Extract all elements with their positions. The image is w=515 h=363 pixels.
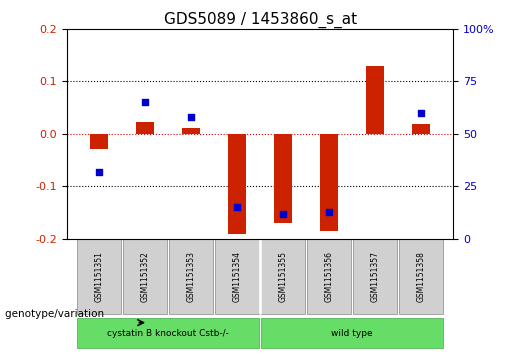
Point bbox=[141, 99, 149, 105]
Text: GSM1151354: GSM1151354 bbox=[233, 251, 242, 302]
Bar bbox=[228, 134, 246, 233]
Text: GSM1151353: GSM1151353 bbox=[186, 251, 196, 302]
Point bbox=[233, 204, 241, 210]
Text: GSM1151351: GSM1151351 bbox=[95, 251, 104, 302]
Point bbox=[325, 209, 333, 215]
Text: GSM1151356: GSM1151356 bbox=[324, 251, 334, 302]
Bar bbox=[136, 122, 154, 134]
Text: genotype/variation: genotype/variation bbox=[5, 309, 108, 319]
FancyBboxPatch shape bbox=[261, 318, 443, 348]
Point bbox=[187, 114, 195, 120]
FancyBboxPatch shape bbox=[123, 239, 167, 314]
Bar bbox=[366, 66, 384, 134]
Text: GSM1151358: GSM1151358 bbox=[417, 251, 425, 302]
Point bbox=[417, 110, 425, 116]
Text: GSM1151357: GSM1151357 bbox=[370, 251, 380, 302]
FancyBboxPatch shape bbox=[215, 239, 259, 314]
FancyBboxPatch shape bbox=[353, 239, 397, 314]
FancyBboxPatch shape bbox=[307, 239, 351, 314]
Bar bbox=[90, 134, 108, 148]
Bar bbox=[412, 125, 430, 134]
FancyBboxPatch shape bbox=[169, 239, 213, 314]
Bar bbox=[320, 134, 338, 231]
Point bbox=[95, 169, 103, 175]
Text: GSM1151355: GSM1151355 bbox=[279, 251, 287, 302]
Point bbox=[279, 211, 287, 217]
Text: cystatin B knockout Cstb-/-: cystatin B knockout Cstb-/- bbox=[107, 329, 229, 338]
Bar bbox=[182, 128, 200, 134]
Text: wild type: wild type bbox=[331, 329, 373, 338]
FancyBboxPatch shape bbox=[77, 239, 121, 314]
Bar bbox=[274, 134, 293, 223]
FancyBboxPatch shape bbox=[261, 239, 305, 314]
Text: GSM1151352: GSM1151352 bbox=[141, 251, 150, 302]
Title: GDS5089 / 1453860_s_at: GDS5089 / 1453860_s_at bbox=[163, 12, 356, 28]
FancyBboxPatch shape bbox=[77, 318, 259, 348]
FancyBboxPatch shape bbox=[399, 239, 443, 314]
